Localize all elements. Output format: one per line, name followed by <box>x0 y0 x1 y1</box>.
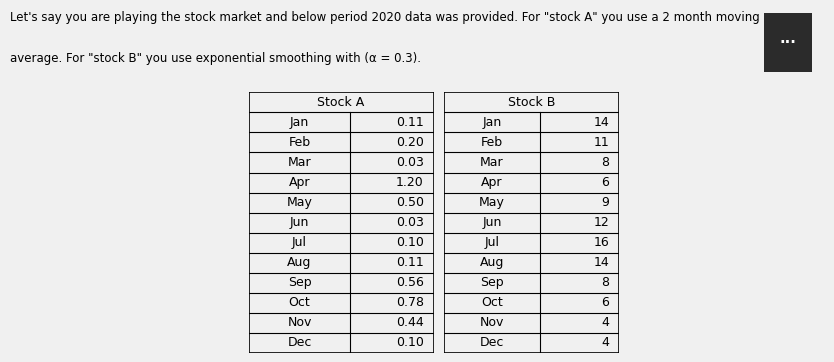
Text: 0.44: 0.44 <box>396 316 424 329</box>
Text: Nov: Nov <box>287 316 312 329</box>
Text: 0.20: 0.20 <box>396 136 424 149</box>
Text: 16: 16 <box>594 236 610 249</box>
Text: average. For "stock B" you use exponential smoothing with (α = 0.3).: average. For "stock B" you use exponenti… <box>10 52 421 66</box>
Text: Nov: Nov <box>480 316 504 329</box>
Text: Apr: Apr <box>481 176 503 189</box>
Text: 8: 8 <box>601 276 610 289</box>
Text: Aug: Aug <box>480 256 504 269</box>
Text: ···: ··· <box>780 35 796 50</box>
Text: 9: 9 <box>601 196 610 209</box>
Text: 6: 6 <box>601 296 610 309</box>
Text: 0.10: 0.10 <box>396 236 424 249</box>
Text: Dec: Dec <box>287 336 312 349</box>
Text: 0.11: 0.11 <box>396 256 424 269</box>
Text: Mar: Mar <box>288 156 311 169</box>
Text: 0.03: 0.03 <box>396 216 424 229</box>
Text: 0.10: 0.10 <box>396 336 424 349</box>
Text: Mar: Mar <box>480 156 504 169</box>
Text: Jun: Jun <box>482 216 501 229</box>
Text: 8: 8 <box>601 156 610 169</box>
Text: Stock B: Stock B <box>508 96 555 109</box>
Text: 1.20: 1.20 <box>396 176 424 189</box>
Text: Jan: Jan <box>482 116 501 129</box>
Text: 0.11: 0.11 <box>396 116 424 129</box>
Text: May: May <box>479 196 505 209</box>
Text: Jun: Jun <box>289 216 309 229</box>
Text: 0.56: 0.56 <box>396 276 424 289</box>
Text: 14: 14 <box>594 116 610 129</box>
Text: Apr: Apr <box>289 176 310 189</box>
Text: 4: 4 <box>601 336 610 349</box>
Text: Aug: Aug <box>287 256 312 269</box>
Text: 11: 11 <box>594 136 610 149</box>
Text: Sep: Sep <box>288 276 311 289</box>
Text: Dec: Dec <box>480 336 504 349</box>
Text: Jan: Jan <box>290 116 309 129</box>
Text: 0.03: 0.03 <box>396 156 424 169</box>
Text: 0.50: 0.50 <box>395 196 424 209</box>
Text: Let's say you are playing the stock market and below period 2020 data was provid: Let's say you are playing the stock mark… <box>10 11 760 24</box>
Text: Oct: Oct <box>481 296 503 309</box>
Text: May: May <box>287 196 313 209</box>
Text: Stock A: Stock A <box>318 96 364 109</box>
Text: 4: 4 <box>601 316 610 329</box>
Text: 0.78: 0.78 <box>395 296 424 309</box>
Text: Oct: Oct <box>289 296 310 309</box>
Text: 14: 14 <box>594 256 610 269</box>
Text: Feb: Feb <box>289 136 310 149</box>
Text: 12: 12 <box>594 216 610 229</box>
Text: Jul: Jul <box>292 236 307 249</box>
Text: 6: 6 <box>601 176 610 189</box>
Text: Sep: Sep <box>480 276 504 289</box>
Text: Feb: Feb <box>480 136 503 149</box>
Text: Jul: Jul <box>485 236 500 249</box>
